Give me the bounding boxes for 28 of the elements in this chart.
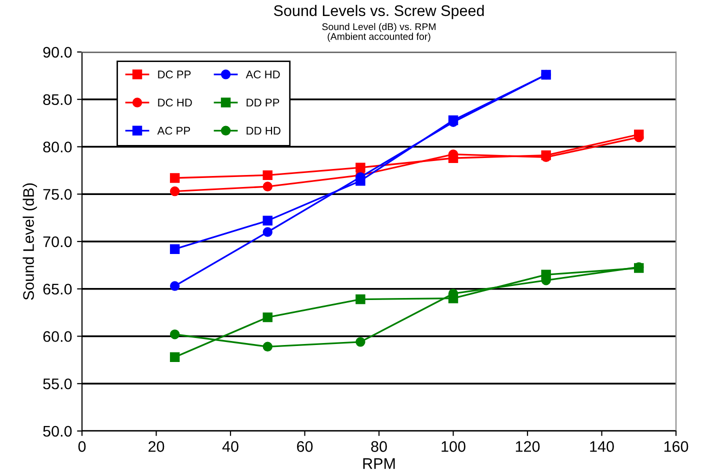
x-tick-label: 60 <box>297 441 313 452</box>
x-tick-label: 80 <box>371 441 387 452</box>
x-tick-label: 120 <box>516 441 540 452</box>
y-axis-title: Sound Level (dB) <box>22 183 37 300</box>
y-tick-label: 90.0 <box>43 46 72 58</box>
legend-label: DC PP <box>158 70 191 78</box>
legend-label: DD PP <box>246 98 280 106</box>
legend-label: AC HD <box>246 70 280 78</box>
x-tick-label: 20 <box>148 441 164 452</box>
y-tick-label: 50.0 <box>43 426 72 437</box>
x-tick-label: 0 <box>78 441 86 452</box>
x-tick-label: 140 <box>590 441 614 452</box>
legend-label: DC HD <box>158 98 192 107</box>
y-tick-label: 60.0 <box>43 331 72 342</box>
y-tick-label: 75.0 <box>43 188 72 200</box>
y-tick-label: 70.0 <box>43 236 72 248</box>
x-tick-label: 100 <box>442 441 466 452</box>
legend-label: AC PP <box>157 126 190 135</box>
x-tick-label: 160 <box>664 441 688 452</box>
legend-label: DD HD <box>246 126 280 135</box>
y-tick-label: 65.0 <box>43 284 72 295</box>
y-tick-label: 85.0 <box>43 94 72 106</box>
x-axis-title: RPM <box>363 458 395 469</box>
x-tick-label: 40 <box>222 441 238 452</box>
y-tick-label: 55.0 <box>43 378 72 390</box>
y-tick-label: 80.0 <box>43 142 72 152</box>
chart-subtitle: Sound Level (dB) vs. RPM (Ambient accounted for) <box>322 23 436 42</box>
chart-title: Sound Levels vs. Screw Speed <box>274 4 484 20</box>
